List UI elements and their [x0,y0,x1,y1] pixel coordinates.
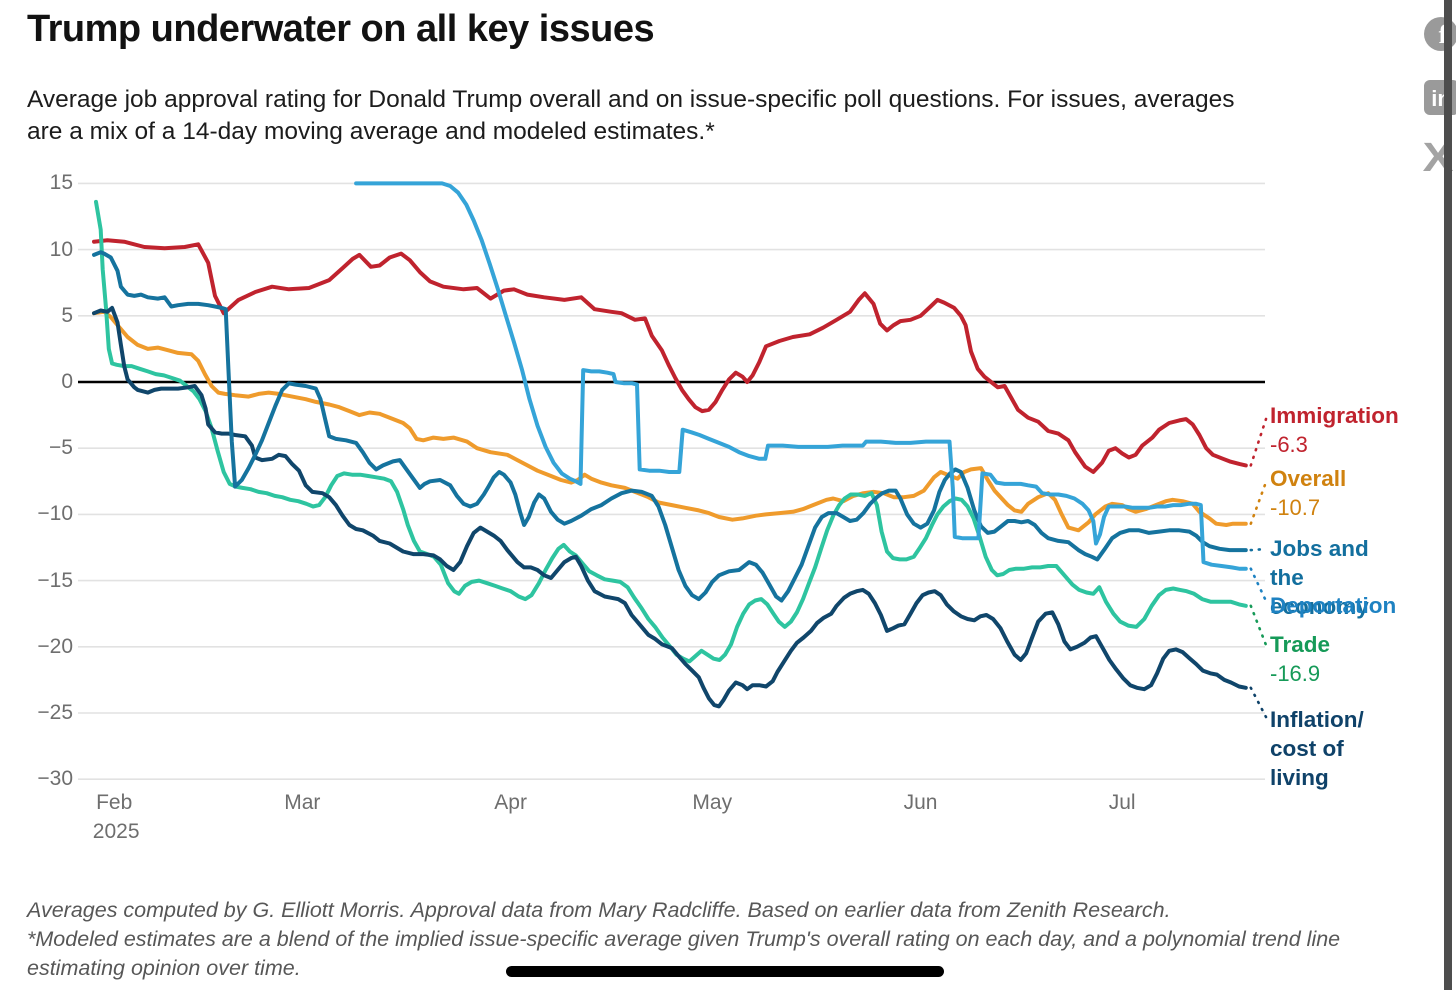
svg-text:f: f [1439,20,1448,49]
x-tick-label: Jul [1108,791,1136,814]
y-tick-label: 10 [49,237,73,261]
series-label-text: the [1270,565,1304,590]
x-tick-sublabel: 2025 [92,820,140,843]
footnote-line2: estimating opinion over time. [27,956,301,980]
y-tick-label: −5 [49,436,73,460]
series-deportation [354,181,1248,571]
label-connector-inflation [1249,686,1268,719]
series-label-text: Jobs and [1270,536,1369,561]
label-connector-overall [1249,480,1268,526]
series-label-immigration: Immigration -6.3 [1270,401,1399,459]
y-tick-label: −10 [37,502,73,526]
y-tick-label: −20 [37,634,73,658]
series-overall [92,309,1248,533]
series-label-text: economy [1270,594,1369,619]
series-label-text: cost of [1270,736,1344,761]
y-tick-label: −30 [37,767,73,791]
series-label-text: living [1270,765,1329,790]
series-label-jobs: Jobs and the economy [1270,534,1369,621]
series-label-inflation: Inflation/cost of living [1270,705,1364,792]
x-tick-label: Feb [96,791,133,814]
series-end-value: -16.9 [1270,661,1321,686]
y-tick-label: −25 [37,701,73,724]
footnote-line1: *Modeled estimates are a blend of the im… [27,927,1341,951]
x-tick-label: May [692,791,733,814]
series-label-text: Inflation/ [1270,707,1364,732]
label-connector-deportation [1249,567,1268,603]
y-tick-label: −15 [37,568,73,592]
series-end-value: -10.7 [1270,495,1321,520]
chart-subtitle-line2: are a mix of a 14-day moving average and… [27,118,715,145]
series-label-text: Immigration [1270,403,1399,428]
y-tick-label: 5 [61,303,73,327]
series-label-deportation: Deportation [1270,591,1396,620]
y-tick-label: 15 [49,171,73,195]
series-inflation [92,305,1248,709]
chart-subtitle-line1: Average job approval rating for Donald T… [27,86,1235,113]
label-connector-immigration [1249,417,1268,467]
series-label-overall: Overall -10.7 [1270,464,1346,522]
series-label-text: Trade [1270,632,1331,657]
label-connector-jobs [1249,547,1268,552]
series-jobs [92,250,1248,603]
page-title: Trump underwater on all key issues [27,8,655,50]
series-immigration [92,238,1248,474]
x-tick-label: Mar [284,791,321,814]
reading-progress-bar[interactable] [506,966,944,977]
x-tick-label: Apr [494,791,527,814]
x-tick-label: Jun [903,791,938,814]
series-trade [94,199,1248,664]
series-label-text: Deportation [1270,593,1397,618]
window-scrollbar[interactable] [1444,0,1452,990]
y-tick-label: 0 [61,370,73,393]
series-label-trade: Trade -16.9 [1270,630,1330,688]
label-connector-trade [1249,604,1268,647]
chart-subtitle: Average job approval rating for Donald T… [27,84,1417,148]
series-label-text: Overall [1270,466,1347,491]
source-credit: Averages computed by G. Elliott Morris. … [27,898,1171,922]
series-end-value: -6.3 [1270,432,1308,457]
